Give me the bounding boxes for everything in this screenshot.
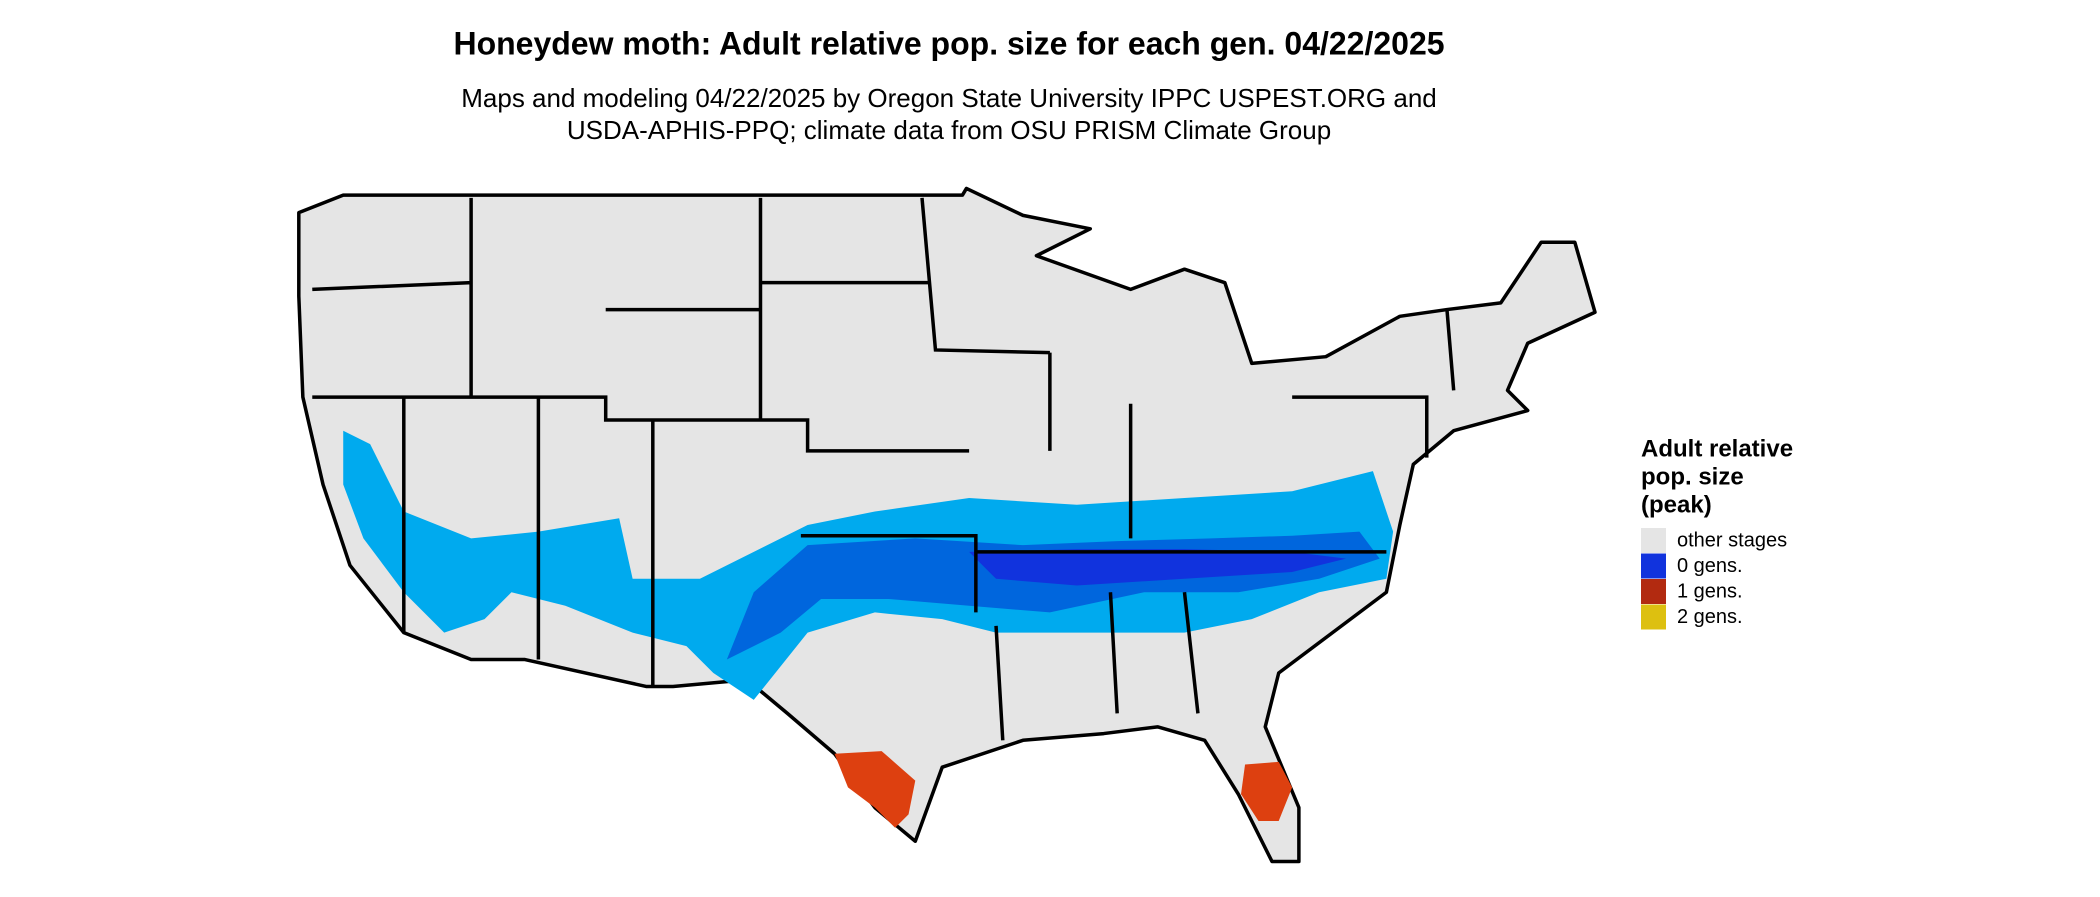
map-title: Honeydew moth: Adult relative pop. size … — [453, 25, 1444, 61]
legend-label: 0 gens. — [1677, 555, 1743, 577]
legend-label: 2 gens. — [1677, 606, 1743, 628]
us-map — [297, 186, 1597, 864]
legend-title: pop. size — [1641, 463, 1744, 490]
legend-swatch — [1641, 604, 1666, 630]
legend-title: Adult relative — [1641, 435, 1793, 462]
legend-swatch — [1641, 528, 1666, 553]
legend-label: 1 gens. — [1677, 580, 1743, 602]
orange-area — [1241, 761, 1293, 822]
state-border — [312, 197, 1456, 741]
legend-swatch — [1641, 553, 1666, 579]
legend-label: other stages — [1677, 529, 1787, 551]
state-borders — [312, 197, 1456, 741]
orange-area — [834, 751, 916, 828]
blue-area — [969, 549, 1346, 586]
pop-size-areas — [343, 430, 1394, 828]
legend-title: (peak) — [1641, 491, 1712, 518]
legend-swatch — [1641, 579, 1666, 604]
map-subtitle: USDA-APHIS-PPQ; climate data from OSU PR… — [567, 115, 1331, 145]
map-subtitle: Maps and modeling 04/22/2025 by Oregon S… — [461, 83, 1437, 113]
